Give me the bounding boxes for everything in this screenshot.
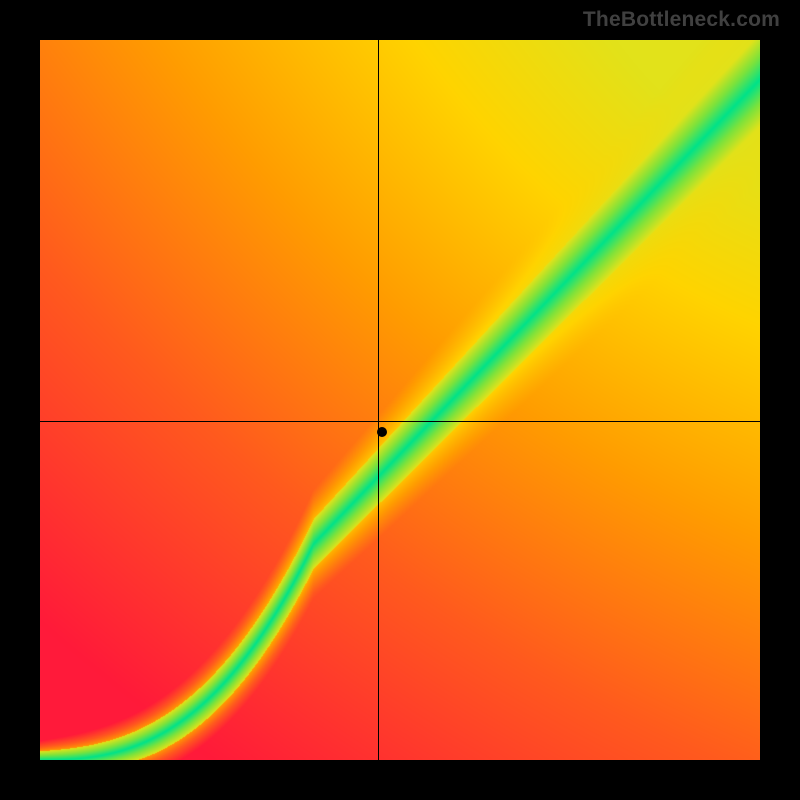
query-point-marker <box>377 427 387 437</box>
heatmap-canvas <box>40 40 760 760</box>
chart-frame: TheBottleneck.com <box>0 0 800 800</box>
watermark-text: TheBottleneck.com <box>583 8 780 32</box>
crosshair-vertical <box>378 40 379 760</box>
plot-area <box>40 40 760 760</box>
crosshair-horizontal <box>40 421 760 422</box>
